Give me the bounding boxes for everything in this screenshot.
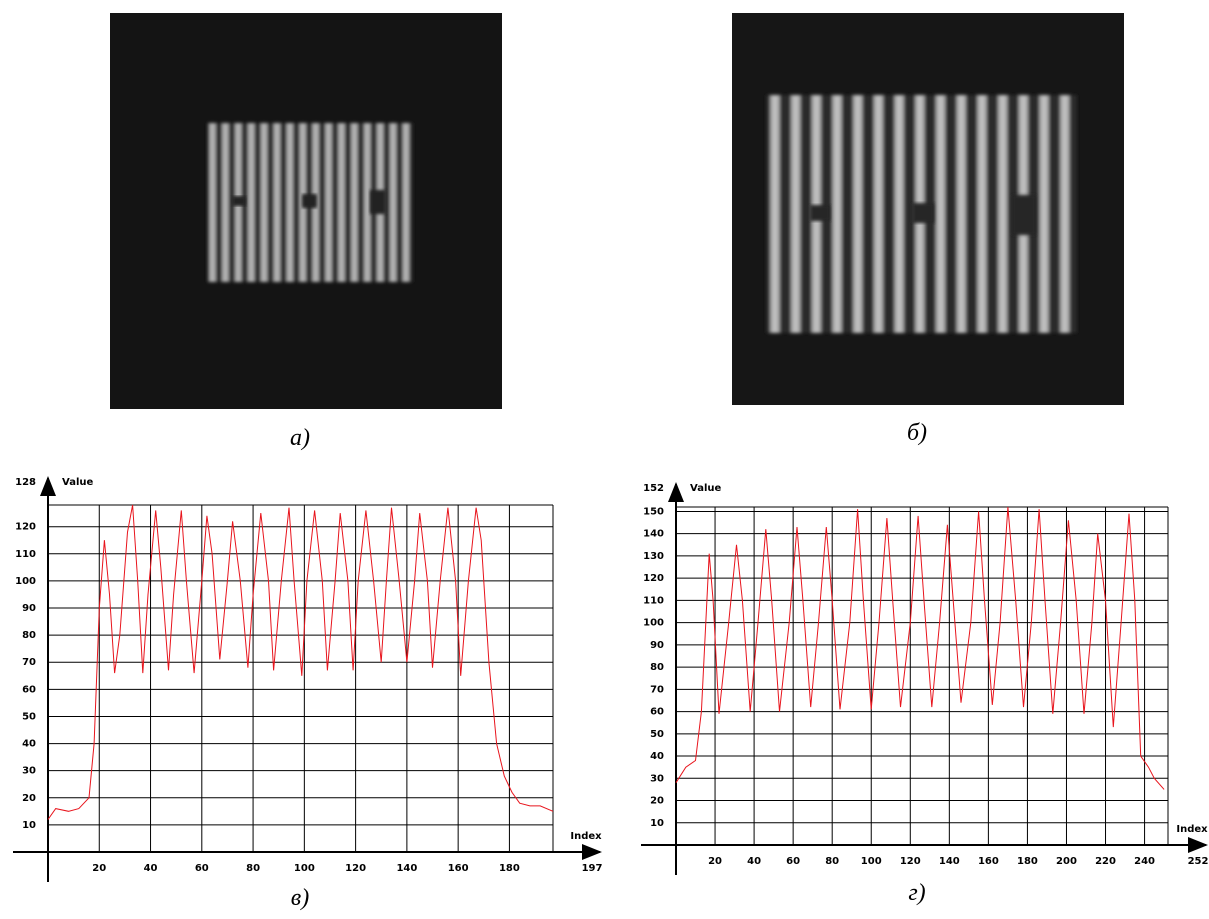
y-tick-label: 30 [650, 773, 664, 784]
x-tick-label: 40 [747, 856, 761, 867]
y-tick-label: 120 [643, 573, 664, 584]
y-tick-label: 80 [650, 662, 664, 673]
y-limit-label: 152 [643, 483, 664, 494]
y-tick-label: 20 [22, 793, 36, 804]
x-tick-label: 80 [246, 863, 260, 874]
x-tick-label: 100 [861, 856, 882, 867]
x-tick-label: 140 [396, 863, 417, 874]
y-tick-label: 90 [22, 603, 36, 614]
y-tick-label: 40 [650, 751, 664, 762]
y-tick-label: 40 [22, 739, 36, 750]
y-tick-label: 60 [650, 707, 664, 718]
x-tick-label: 80 [825, 856, 839, 867]
x-axis-title: Index [570, 831, 602, 842]
y-tick-label: 140 [643, 529, 664, 540]
y-axis-title: Value [690, 483, 721, 494]
image-a [110, 13, 502, 409]
image-b [732, 13, 1124, 405]
y-tick-label: 20 [650, 796, 664, 807]
y-tick-label: 70 [22, 657, 36, 668]
y-tick-label: 100 [643, 618, 664, 629]
y-tick-label: 130 [643, 551, 664, 562]
x-tick-label: 20 [92, 863, 106, 874]
y-tick-label: 110 [15, 549, 36, 560]
y-tick-label: 50 [650, 729, 664, 740]
x-tick-label: 140 [939, 856, 960, 867]
x-tick-label: 160 [448, 863, 469, 874]
x-limit-label: 252 [1188, 856, 1209, 867]
x-tick-label: 120 [345, 863, 366, 874]
x-axis-title: Index [1176, 824, 1208, 835]
x-tick-label: 240 [1134, 856, 1155, 867]
x-tick-label: 220 [1095, 856, 1116, 867]
x-tick-label: 180 [1017, 856, 1038, 867]
y-limit-label: 128 [15, 477, 36, 488]
y-tick-label: 60 [22, 684, 36, 695]
x-tick-label: 60 [786, 856, 800, 867]
chart-caption: в) [291, 885, 309, 911]
data-line [47, 504, 554, 820]
y-tick-label: 10 [650, 818, 664, 829]
panel-caption: а) [290, 425, 310, 451]
x-tick-label: 160 [978, 856, 999, 867]
x-limit-label: 197 [582, 863, 603, 874]
x-tick-label: 20 [708, 856, 722, 867]
y-tick-label: 10 [22, 820, 36, 831]
y-tick-label: 90 [650, 640, 664, 651]
x-tick-label: 40 [144, 863, 158, 874]
y-tick-label: 120 [15, 522, 36, 533]
chart-caption: г) [908, 880, 925, 906]
x-tick-label: 180 [499, 863, 520, 874]
y-tick-label: 70 [650, 684, 664, 695]
data-line [675, 506, 1165, 790]
y-tick-label: 80 [22, 630, 36, 641]
y-axis-title: Value [62, 477, 93, 488]
y-tick-label: 50 [22, 711, 36, 722]
x-tick-label: 200 [1056, 856, 1077, 867]
x-tick-label: 100 [294, 863, 315, 874]
y-tick-label: 100 [15, 576, 36, 587]
panel-caption: б) [907, 420, 927, 446]
y-tick-label: 110 [643, 595, 664, 606]
x-tick-label: 120 [900, 856, 921, 867]
x-tick-label: 60 [195, 863, 209, 874]
y-tick-label: 30 [22, 766, 36, 777]
y-tick-label: 150 [643, 506, 664, 517]
